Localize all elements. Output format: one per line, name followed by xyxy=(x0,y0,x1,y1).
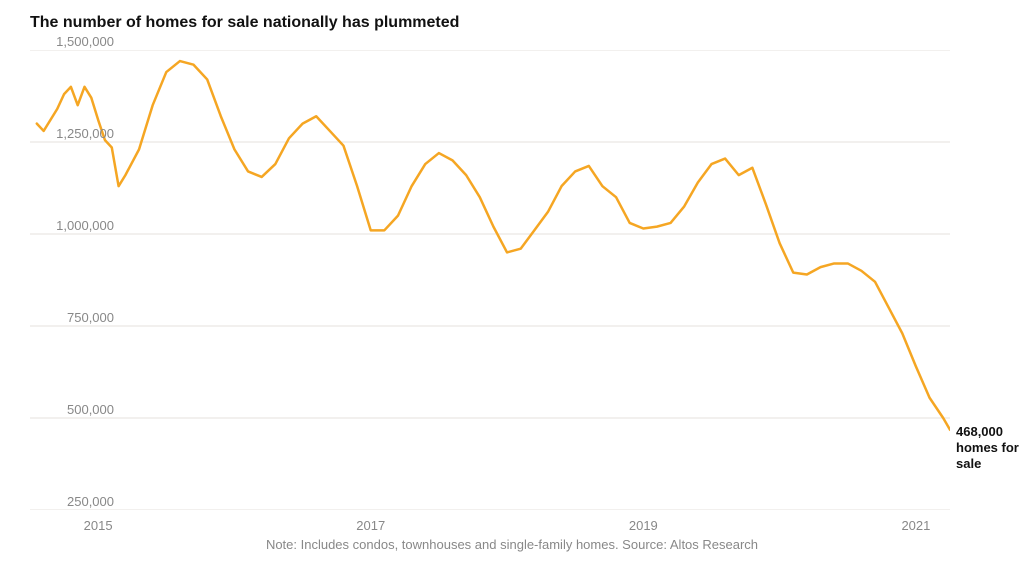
y-tick-label: 1,000,000 xyxy=(34,218,114,233)
annotation-line2: homes for xyxy=(956,440,1019,455)
y-tick-label: 250,000 xyxy=(34,494,114,509)
y-tick-label: 1,250,000 xyxy=(34,126,114,141)
x-tick-label: 2015 xyxy=(68,518,128,533)
y-tick-label: 750,000 xyxy=(34,310,114,325)
chart-title: The number of homes for sale nationally … xyxy=(30,14,459,32)
annotation-value: 468,000 xyxy=(956,424,1003,439)
annotation-line3: sale xyxy=(956,456,981,471)
chart-footnote: Note: Includes condos, townhouses and si… xyxy=(0,537,1024,552)
line-chart-svg xyxy=(30,50,950,510)
x-tick-label: 2019 xyxy=(613,518,673,533)
chart-container: The number of homes for sale nationally … xyxy=(0,0,1024,570)
y-tick-label: 1,500,000 xyxy=(34,34,114,49)
plot-area xyxy=(30,50,950,510)
data-line xyxy=(37,61,950,430)
y-tick-label: 500,000 xyxy=(34,402,114,417)
x-tick-label: 2021 xyxy=(886,518,946,533)
x-tick-label: 2017 xyxy=(341,518,401,533)
endpoint-annotation: 468,000 homes for sale xyxy=(956,424,1024,473)
